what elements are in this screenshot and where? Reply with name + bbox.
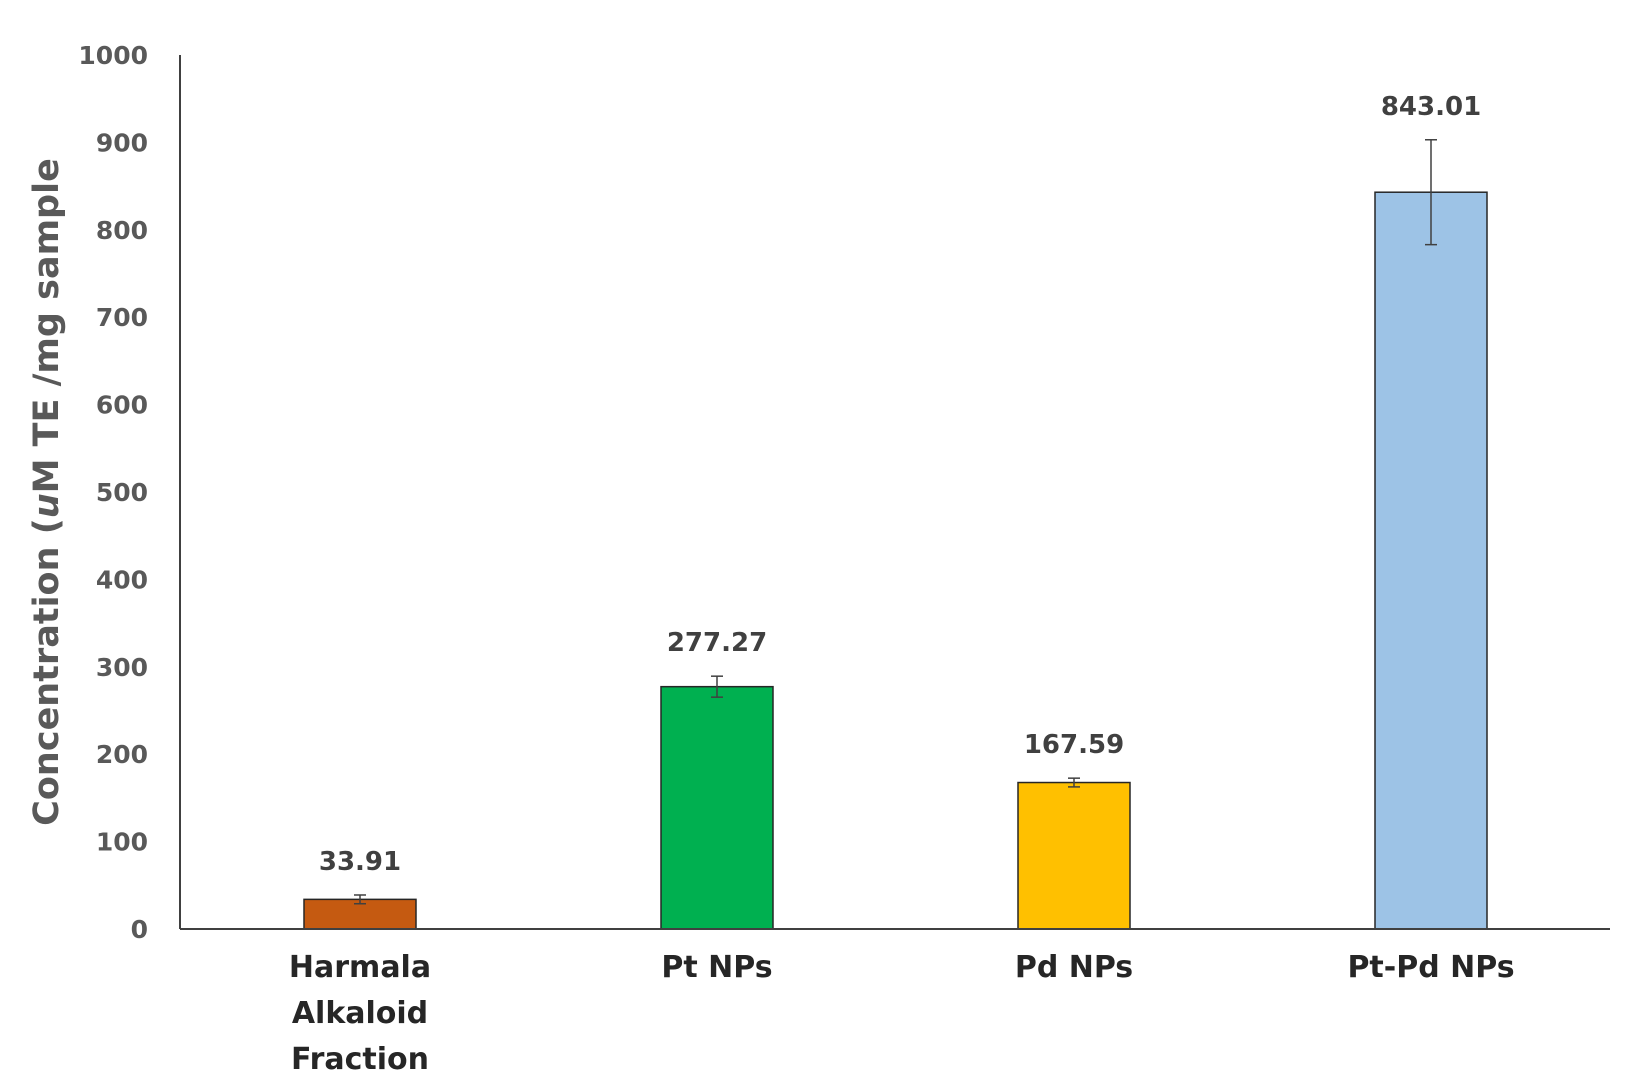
y-axis-title-part-3: M TE /mg sample	[27, 158, 67, 493]
x-tick-label-line: Pt-Pd NPs	[1347, 950, 1514, 985]
data-label: 33.91	[319, 847, 401, 877]
data-label: 277.27	[667, 628, 767, 658]
y-axis-ticks: 0 100 200 300 400 500 600 700 800 900 1000	[78, 41, 148, 944]
x-tick-label: Pt-Pd NPs	[1347, 950, 1514, 985]
x-tick-label-line: Harmala	[289, 950, 431, 985]
x-tick-label: Pd NPs	[1015, 950, 1133, 985]
data-label: 167.59	[1024, 730, 1124, 760]
x-axis-category-labels: Harmala Alkaloid Fraction Pt NPs Pd NPs Pt-Pd…	[289, 950, 1515, 1077]
data-label: 843.01	[1381, 92, 1481, 122]
y-tick-label: 700	[96, 303, 148, 332]
y-tick-label: 100	[96, 828, 148, 857]
bar	[1374, 191, 1488, 930]
error-bars	[354, 139, 1437, 905]
x-tick-label-line: Pd NPs	[1015, 950, 1133, 985]
y-tick-label: 1000	[78, 41, 148, 70]
x-tick-label: Pt NPs	[661, 950, 772, 985]
y-axis-title: Concentration (uM TE /mg sample	[27, 158, 67, 826]
data-labels: 33.91 277.27 167.59 843.01	[319, 92, 1481, 877]
y-tick-label: 900	[96, 128, 148, 157]
y-tick-label: 400	[96, 565, 148, 594]
y-tick-label: 0	[131, 915, 148, 944]
x-tick-label-line: Pt NPs	[661, 950, 772, 985]
y-tick-label: 200	[96, 740, 148, 769]
x-tick-label-line: Fraction	[291, 1042, 429, 1077]
bar	[660, 685, 774, 930]
y-axis-title-part-1: Concentration (	[27, 518, 67, 826]
bar	[1017, 781, 1131, 930]
y-tick-label: 300	[96, 653, 148, 682]
y-tick-label: 600	[96, 391, 148, 420]
y-tick-label: 500	[96, 478, 148, 507]
x-tick-label: Harmala Alkaloid Fraction	[289, 950, 431, 1077]
bars	[303, 191, 1488, 930]
y-tick-label: 800	[96, 216, 148, 245]
y-axis-title-part-2: u	[27, 493, 67, 518]
x-tick-label-line: Alkaloid	[292, 996, 428, 1031]
